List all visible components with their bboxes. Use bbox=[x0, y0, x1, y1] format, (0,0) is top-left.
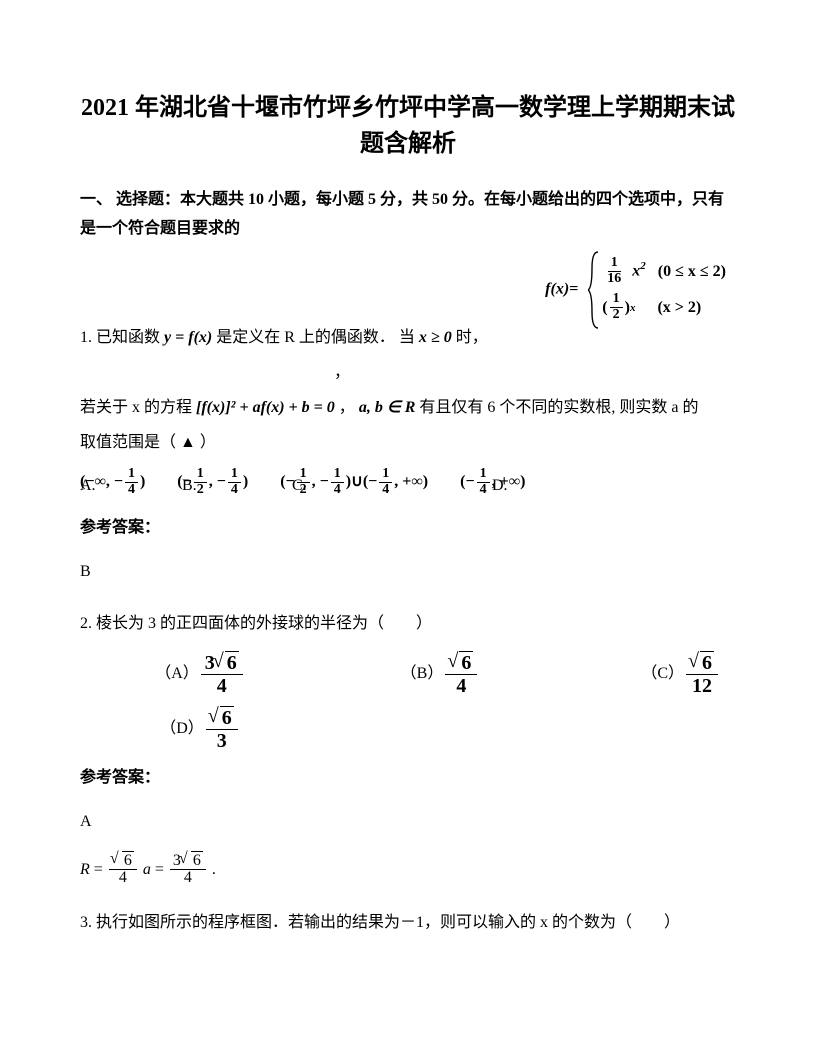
exam-page: 2021 年湖北省十堰市竹坪乡竹坪中学高一数学理上学期期末试题含解析 一、 选择… bbox=[0, 0, 816, 998]
cond-1: (0 ≤ x ≤ 2) bbox=[658, 256, 726, 288]
q2-answer: A bbox=[80, 806, 736, 838]
frac-den: 16 bbox=[604, 272, 624, 287]
opt-b-label: （B） bbox=[401, 658, 444, 690]
q2-option-d[interactable]: （D） 6 3 bbox=[80, 707, 320, 752]
q1-line2-c: 有且仅有 6 个不同的实数根, 则实数 a 的 bbox=[419, 399, 698, 416]
left-brace-icon bbox=[588, 250, 600, 330]
q1-line3: 取值范围是（ ▲ ） bbox=[80, 425, 736, 460]
q3-text: 3. 执行如图所示的程序框图．若输出的结果为－1，则可以输入的 x 的个数为（ … bbox=[80, 905, 736, 940]
opt-d-label: （D） bbox=[160, 713, 204, 745]
answer-label: 参考答案： bbox=[80, 512, 736, 544]
expr-quadratic: [f(x)]² + af(x) + b = 0 bbox=[196, 399, 335, 416]
q2-text: 2. 棱长为 3 的正四面体的外接球的半径为（ ） bbox=[80, 606, 736, 641]
section-1-header: 一、 选择题：本大题共 10 小题，每小题 5 分，共 50 分。在每小题给出的… bbox=[80, 186, 736, 244]
q1-text-a: 1. 已知函数 bbox=[80, 329, 164, 346]
q2-option-b[interactable]: （B） 6 4 bbox=[320, 652, 560, 697]
piecewise-function: f(x)= 1 16 x2 (0 ≤ x ≤ 2) ( bbox=[545, 254, 726, 326]
question-3: 3. 执行如图所示的程序框图．若输出的结果为－1，则可以输入的 x 的个数为（ … bbox=[80, 905, 736, 940]
opt-c-label: C. bbox=[292, 470, 492, 502]
opt-b-label: B. bbox=[182, 470, 292, 502]
frac-num: 1 bbox=[608, 256, 621, 272]
expr-yfx: y = f(x) bbox=[164, 329, 212, 346]
q2-option-c[interactable]: （C） 6 12 bbox=[560, 652, 720, 697]
frac-num: 1 bbox=[610, 292, 623, 308]
q1-line2-a: 若关于 x 的方程 bbox=[80, 399, 196, 416]
exp-2: 2 bbox=[640, 260, 646, 272]
opt-d-label: D. bbox=[492, 470, 508, 502]
fx-label: f(x)= bbox=[545, 280, 578, 297]
opt-a-label: A. bbox=[80, 470, 182, 502]
answer-label: 参考答案： bbox=[80, 762, 736, 794]
page-title: 2021 年湖北省十堰市竹坪乡竹坪中学高一数学理上学期期末试题含解析 bbox=[80, 90, 736, 162]
q1-answer: B bbox=[80, 556, 736, 588]
question-2: 2. 棱长为 3 的正四面体的外接球的半径为（ ） （A） 36 4 （B） 6… bbox=[80, 606, 736, 887]
exp-x: x bbox=[630, 297, 636, 319]
question-1: f(x)= 1 16 x2 (0 ≤ x ≤ 2) ( bbox=[80, 264, 736, 589]
q1-text-b: 是定义在 R 上的偶函数． 当 bbox=[216, 329, 419, 346]
q2-working: R = 6 4 a = 36 4 . bbox=[80, 852, 736, 888]
den: 4 bbox=[213, 675, 231, 697]
expr-abinR: a, b ∈ R bbox=[359, 399, 416, 416]
den: 12 bbox=[688, 675, 716, 697]
cond-2: (x > 2) bbox=[657, 292, 701, 324]
opt-c-label: （C） bbox=[641, 658, 684, 690]
den: 3 bbox=[213, 730, 231, 752]
den: 4 bbox=[452, 675, 470, 697]
q1-line2-b: ， bbox=[339, 399, 359, 416]
q2-option-a[interactable]: （A） 36 4 bbox=[80, 652, 320, 697]
expr-xge0: x ≥ 0 bbox=[419, 329, 452, 346]
opt-a-label: （A） bbox=[155, 658, 199, 690]
q1-text-c: 时， bbox=[456, 329, 488, 346]
comma: ， bbox=[334, 364, 350, 381]
frac-den: 2 bbox=[610, 308, 623, 323]
